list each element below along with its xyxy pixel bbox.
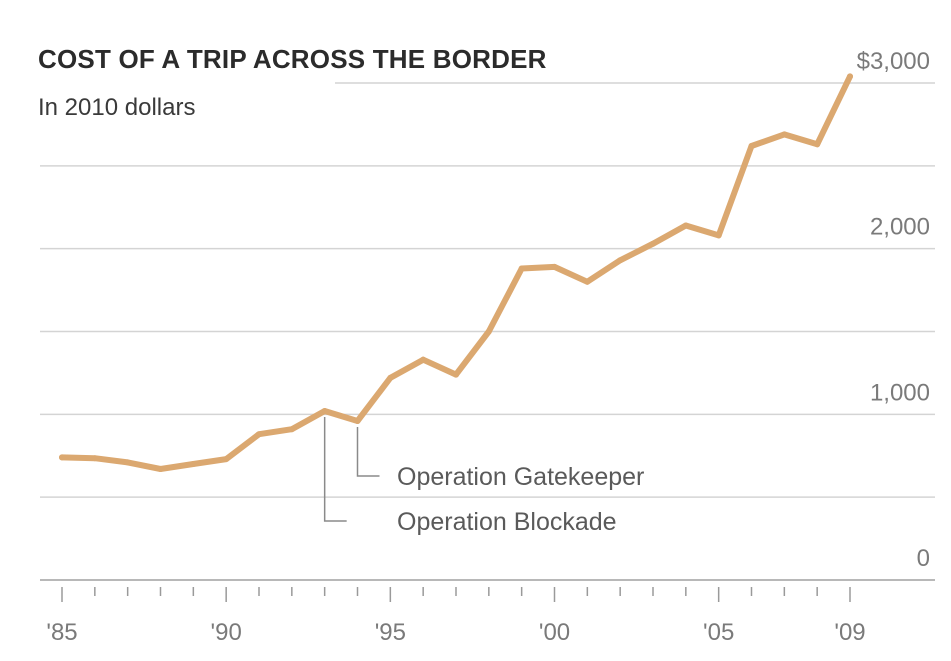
data-point: [420, 356, 427, 363]
data-point: [157, 466, 164, 473]
annotation-leader: [356, 426, 380, 477]
series-line: [59, 73, 853, 472]
data-point: [59, 454, 65, 461]
data-point: [387, 374, 394, 381]
data-point: [453, 371, 459, 378]
data-point: [518, 265, 525, 272]
x-tick-label: '85: [46, 619, 77, 646]
data-point: [321, 408, 328, 415]
data-point: [814, 141, 821, 148]
data-point: [682, 222, 689, 229]
annotation-leader: [323, 417, 347, 522]
y-tick-label: 1,000: [870, 379, 930, 406]
y-tick-label: 0: [917, 545, 930, 572]
data-point: [190, 461, 197, 468]
y-tick-label: $3,000: [857, 48, 930, 75]
x-tick-label: '09: [834, 619, 865, 646]
chart-subtitle: In 2010 dollars: [38, 94, 196, 121]
annotation-label: Operation Gatekeeper: [397, 463, 644, 491]
x-tick-label: '05: [703, 619, 734, 646]
chart-title: COST OF A TRIP ACROSS THE BORDER: [38, 44, 547, 74]
data-point: [584, 278, 591, 285]
x-tick-label: '95: [375, 619, 406, 646]
data-point: [354, 417, 361, 424]
data-point: [485, 328, 492, 335]
x-tick-label: '00: [539, 619, 570, 646]
data-point: [617, 257, 624, 264]
data-point: [256, 431, 262, 438]
data-point: [551, 263, 558, 270]
data-point: [847, 73, 853, 80]
data-point: [91, 455, 98, 462]
data-point: [650, 240, 656, 247]
data-point: [715, 232, 722, 239]
data-point: [781, 131, 788, 138]
y-tick-label: 2,000: [870, 214, 930, 241]
annotation-label: Operation Blockade: [397, 508, 617, 536]
data-point: [124, 459, 131, 466]
data-point: [748, 142, 755, 149]
x-tick-label: '90: [211, 619, 242, 646]
data-point: [288, 426, 295, 433]
data-point: [223, 456, 230, 463]
